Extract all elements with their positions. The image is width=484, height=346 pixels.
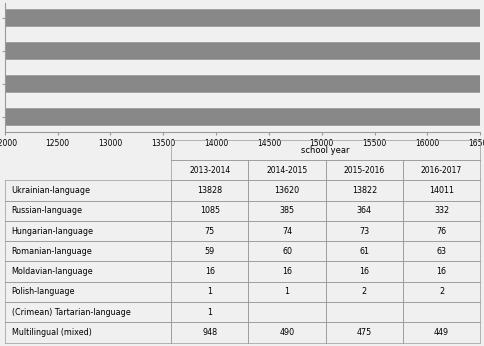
Text: 2: 2: [361, 288, 366, 297]
Text: 75: 75: [204, 227, 214, 236]
Text: 60: 60: [282, 247, 291, 256]
Text: Polish-language: Polish-language: [12, 288, 75, 297]
Text: 13828: 13828: [197, 186, 222, 195]
Text: 16: 16: [436, 267, 446, 276]
Text: 2016-2017: 2016-2017: [420, 166, 461, 175]
Text: Ukrainian-language: Ukrainian-language: [12, 186, 91, 195]
Text: 61: 61: [359, 247, 368, 256]
Text: 475: 475: [356, 328, 371, 337]
Text: 74: 74: [281, 227, 291, 236]
Text: 449: 449: [433, 328, 448, 337]
Text: Romanian-language: Romanian-language: [12, 247, 92, 256]
Bar: [5, 75, 484, 93]
Text: Hungarian-language: Hungarian-language: [12, 227, 93, 236]
Text: 2: 2: [438, 288, 443, 297]
Text: 1085: 1085: [199, 206, 219, 215]
Text: 1: 1: [207, 308, 212, 317]
Text: 59: 59: [204, 247, 214, 256]
Text: 2015-2016: 2015-2016: [343, 166, 384, 175]
Text: 1: 1: [284, 288, 289, 297]
Text: 490: 490: [279, 328, 294, 337]
Text: 16: 16: [359, 267, 368, 276]
Text: 63: 63: [436, 247, 446, 256]
Text: Moldavian-language: Moldavian-language: [12, 267, 93, 276]
Text: 76: 76: [436, 227, 446, 236]
Text: 13822: 13822: [351, 186, 376, 195]
Text: Multilingual (mixed): Multilingual (mixed): [12, 328, 91, 337]
Text: Russian-language: Russian-language: [12, 206, 82, 215]
Text: 14011: 14011: [428, 186, 453, 195]
Text: 16: 16: [282, 267, 291, 276]
Text: 13620: 13620: [274, 186, 299, 195]
Text: 948: 948: [202, 328, 217, 337]
Text: 364: 364: [356, 206, 371, 215]
Text: 332: 332: [433, 206, 448, 215]
Text: (Crimean) Tartarian-language: (Crimean) Tartarian-language: [12, 308, 130, 317]
Text: 385: 385: [279, 206, 294, 215]
Bar: [5, 9, 484, 27]
Text: 2014-2015: 2014-2015: [266, 166, 307, 175]
Text: 1: 1: [207, 288, 212, 297]
Text: 16: 16: [204, 267, 214, 276]
Text: school year: school year: [301, 146, 349, 155]
Text: 2013-2014: 2013-2014: [189, 166, 230, 175]
Text: 73: 73: [359, 227, 369, 236]
Bar: [5, 108, 484, 126]
Bar: [5, 42, 484, 60]
